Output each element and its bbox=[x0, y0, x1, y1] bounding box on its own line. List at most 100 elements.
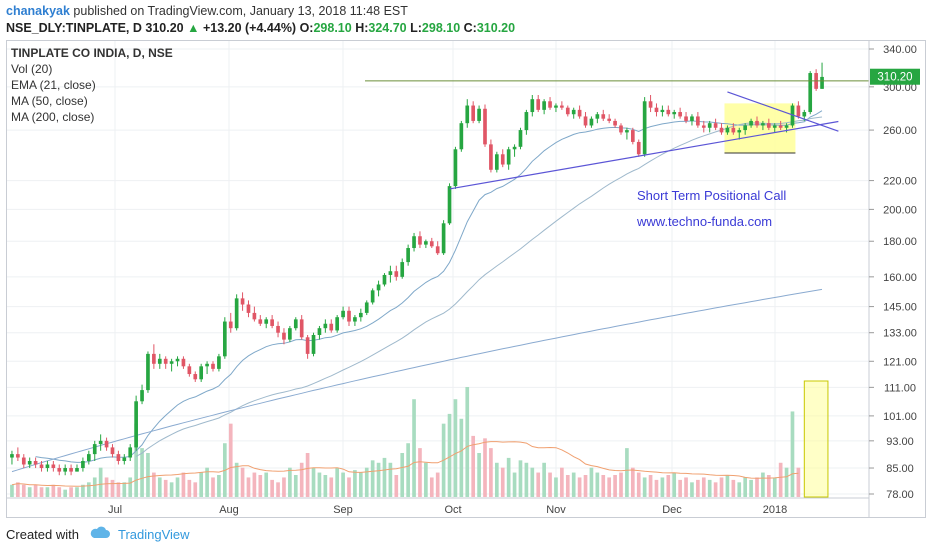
volume-bar bbox=[305, 453, 310, 497]
volume-bar bbox=[772, 477, 777, 497]
trendline bbox=[727, 91, 839, 132]
candle-body bbox=[288, 328, 292, 340]
volume-highlight-box bbox=[803, 380, 829, 498]
username[interactable]: chanakyak bbox=[6, 4, 70, 18]
y-tick-label: 260.00 bbox=[883, 125, 917, 137]
close-value: 310.20 bbox=[476, 21, 516, 35]
volume-bar bbox=[406, 443, 410, 497]
price-chart[interactable]: 340.00 300.00 260.00 220.00 200.00 180.00 160.… bbox=[7, 41, 925, 517]
y-tick-label: 220.00 bbox=[883, 176, 917, 188]
candle-body bbox=[305, 337, 310, 354]
volume-bar bbox=[193, 482, 198, 497]
candle-body bbox=[565, 107, 570, 115]
published-text: published on TradingView.com, January 13… bbox=[73, 4, 408, 18]
volume-bar bbox=[152, 472, 156, 497]
volume-bar bbox=[725, 475, 730, 497]
volume-bar bbox=[140, 448, 144, 497]
volume-bar bbox=[370, 460, 375, 497]
volume-bar bbox=[175, 477, 180, 497]
candle-body bbox=[542, 101, 546, 110]
candle-body bbox=[589, 118, 594, 126]
candle-body bbox=[571, 109, 576, 115]
symbol: NSE_DLY:TINPLATE, D bbox=[6, 21, 142, 35]
volume-bar bbox=[288, 467, 292, 497]
candle-body bbox=[802, 112, 807, 117]
candle-body bbox=[471, 105, 476, 121]
candle-body bbox=[429, 241, 434, 247]
candle-body bbox=[483, 108, 487, 145]
volume-bar bbox=[672, 472, 677, 497]
candle-body bbox=[128, 447, 133, 458]
volume-bar bbox=[489, 448, 493, 497]
volume-bar bbox=[86, 482, 91, 497]
candle-body bbox=[737, 130, 742, 133]
volume-bar bbox=[625, 448, 629, 497]
candle-body bbox=[636, 141, 641, 155]
x-tick-label: Dec bbox=[662, 504, 682, 516]
volume-bar bbox=[240, 467, 245, 497]
candle-body bbox=[630, 130, 635, 142]
candle-body bbox=[86, 454, 91, 461]
volume-bar bbox=[364, 467, 369, 497]
x-tick-label: Aug bbox=[219, 504, 239, 516]
candle-body bbox=[240, 298, 245, 305]
candle-body bbox=[140, 390, 144, 402]
volume-bar bbox=[51, 484, 56, 497]
annotation-call: Short Term Positional Call bbox=[637, 188, 786, 203]
candle-body bbox=[500, 154, 505, 165]
volume-bar bbox=[104, 477, 109, 497]
candle-body bbox=[666, 109, 671, 115]
volume-bar bbox=[483, 438, 487, 497]
chart-header: chanakyak published on TradingView.com, … bbox=[6, 3, 926, 39]
candle-body bbox=[554, 105, 558, 108]
y-tick-label: 101.00 bbox=[883, 411, 917, 423]
volume-bar bbox=[471, 435, 476, 497]
volume-bar bbox=[33, 484, 38, 497]
candle-body bbox=[10, 454, 14, 458]
volume-bar bbox=[205, 467, 209, 497]
volume-bar bbox=[10, 484, 14, 497]
candle-body bbox=[370, 290, 375, 303]
candle-body bbox=[270, 319, 274, 326]
volume-bar bbox=[388, 462, 393, 497]
volume-bar bbox=[607, 477, 612, 497]
volume-bar bbox=[654, 479, 659, 497]
y-tick-label: 200.00 bbox=[883, 204, 917, 216]
volume-bar bbox=[45, 487, 50, 497]
price-tag-label: 310.20 bbox=[877, 72, 912, 84]
volume-bar bbox=[713, 482, 718, 497]
volume-bar bbox=[636, 472, 641, 497]
candle-body bbox=[690, 116, 694, 121]
y-tick-label: 160.00 bbox=[883, 272, 917, 284]
low-value: 298.10 bbox=[421, 21, 461, 35]
candle-body bbox=[110, 447, 115, 455]
tradingview-logo-icon bbox=[89, 526, 111, 546]
volume-bar bbox=[376, 462, 381, 497]
volume-bar bbox=[518, 460, 523, 497]
volume-ma bbox=[11, 441, 799, 487]
volume-bar bbox=[418, 448, 422, 497]
close-label: C: bbox=[463, 21, 477, 35]
candle-body bbox=[518, 130, 523, 147]
x-tick-label: Nov bbox=[546, 504, 566, 516]
candle-body bbox=[364, 302, 369, 313]
volume-bar bbox=[707, 479, 712, 497]
candle-body bbox=[199, 366, 204, 380]
volume-bar bbox=[16, 482, 20, 497]
candle-body bbox=[459, 123, 464, 150]
volume-bar bbox=[424, 462, 428, 497]
candle-body bbox=[57, 468, 62, 472]
volume-bar bbox=[187, 479, 192, 497]
candle-body bbox=[684, 116, 688, 121]
volume-bar bbox=[98, 467, 103, 497]
volume-bar bbox=[690, 482, 694, 497]
volume-bar bbox=[293, 475, 298, 497]
price-axis: 340.00 300.00 260.00 220.00 200.00 180.00 160.… bbox=[868, 41, 917, 517]
tradingview-brand[interactable]: TradingView bbox=[118, 527, 190, 542]
volume-bar bbox=[211, 477, 215, 497]
y-tick-label: 111.00 bbox=[884, 382, 916, 394]
candle-body bbox=[92, 444, 97, 455]
candle-body bbox=[293, 319, 298, 329]
candle-body bbox=[749, 120, 753, 126]
candle-body bbox=[761, 123, 765, 126]
